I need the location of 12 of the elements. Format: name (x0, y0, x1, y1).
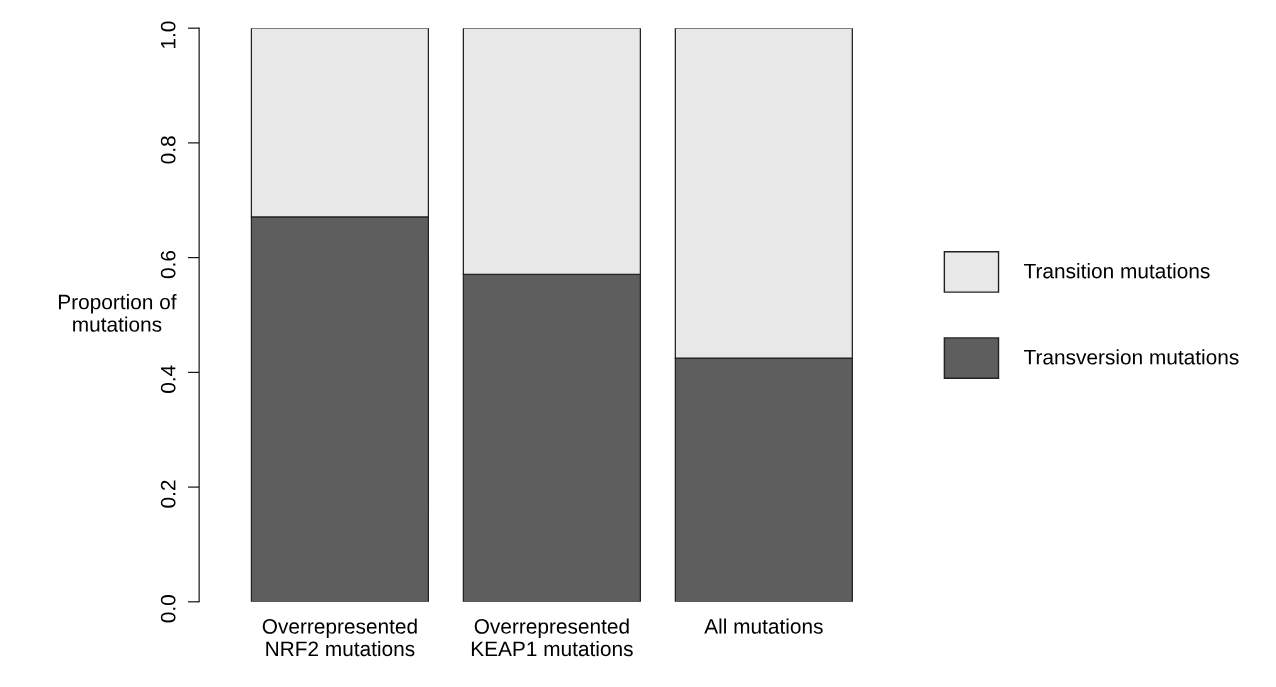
x-tick-label: Overrepresented KEAP1 mutations (471, 618, 633, 657)
legend-label: Transversion mutations (1024, 349, 1239, 365)
y-axis-title: Proportion of mutations (58, 294, 177, 332)
y-tick-label: 0.0 (160, 595, 176, 623)
y-tick-label: 0.2 (160, 480, 176, 508)
legend-label: Transition mutations (1024, 263, 1210, 279)
y-tick-label: 0.6 (160, 250, 176, 279)
y-tick-label: 1.0 (160, 21, 176, 48)
x-tick-label: Overrepresented NRF2 mutations (262, 618, 417, 657)
y-tick-label: 0.4 (160, 365, 176, 393)
x-tick-label: All mutations (704, 618, 823, 634)
y-tick-label: 0.8 (160, 136, 176, 164)
